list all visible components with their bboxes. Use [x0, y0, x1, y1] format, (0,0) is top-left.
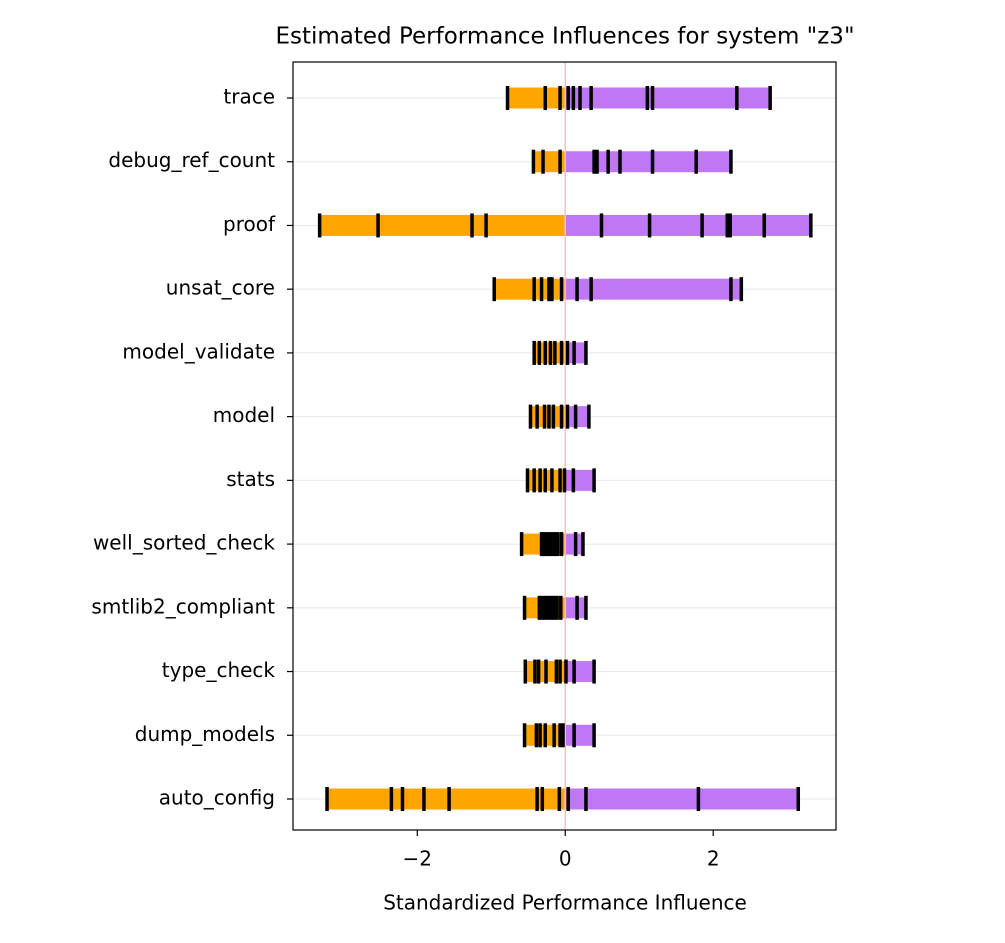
- positive-bar: [565, 661, 595, 683]
- chart-title: Estimated Performance Influences for sys…: [275, 24, 854, 50]
- y-tick-label: type_check: [162, 658, 276, 682]
- negative-bar: [327, 788, 566, 810]
- y-tick-label: model: [213, 403, 275, 427]
- y-tick-label: model_validate: [122, 339, 275, 363]
- plot-frame: [292, 61, 837, 831]
- y-tick-label: auto_config: [159, 786, 275, 810]
- y-tick-label: well_sorted_check: [93, 531, 275, 555]
- y-tick-label: smtlib2_compliant: [91, 594, 275, 618]
- x-tick-label: −2: [403, 847, 432, 871]
- y-tick-label: debug_ref_count: [108, 148, 275, 172]
- positive-bar: [565, 87, 771, 109]
- y-tick-label: trace: [223, 85, 275, 109]
- positive-bar: [565, 151, 731, 173]
- y-tick-label: proof: [223, 212, 276, 236]
- positive-bar: [565, 724, 595, 746]
- x-tick-label: 0: [559, 847, 572, 871]
- positive-bar: [565, 278, 742, 300]
- positive-bar: [565, 469, 595, 491]
- y-tick-label: unsat_core: [166, 276, 275, 300]
- positive-bar: [565, 788, 799, 810]
- x-axis-label: Standardized Performance Influence: [383, 891, 747, 915]
- negative-bar: [319, 214, 566, 236]
- positive-bar: [565, 214, 811, 236]
- negative-bar: [507, 87, 566, 109]
- negative-bar: [494, 278, 566, 300]
- y-tick-label: dump_models: [135, 722, 275, 746]
- x-tick-label: 2: [707, 847, 720, 871]
- y-tick-label: stats: [226, 467, 275, 491]
